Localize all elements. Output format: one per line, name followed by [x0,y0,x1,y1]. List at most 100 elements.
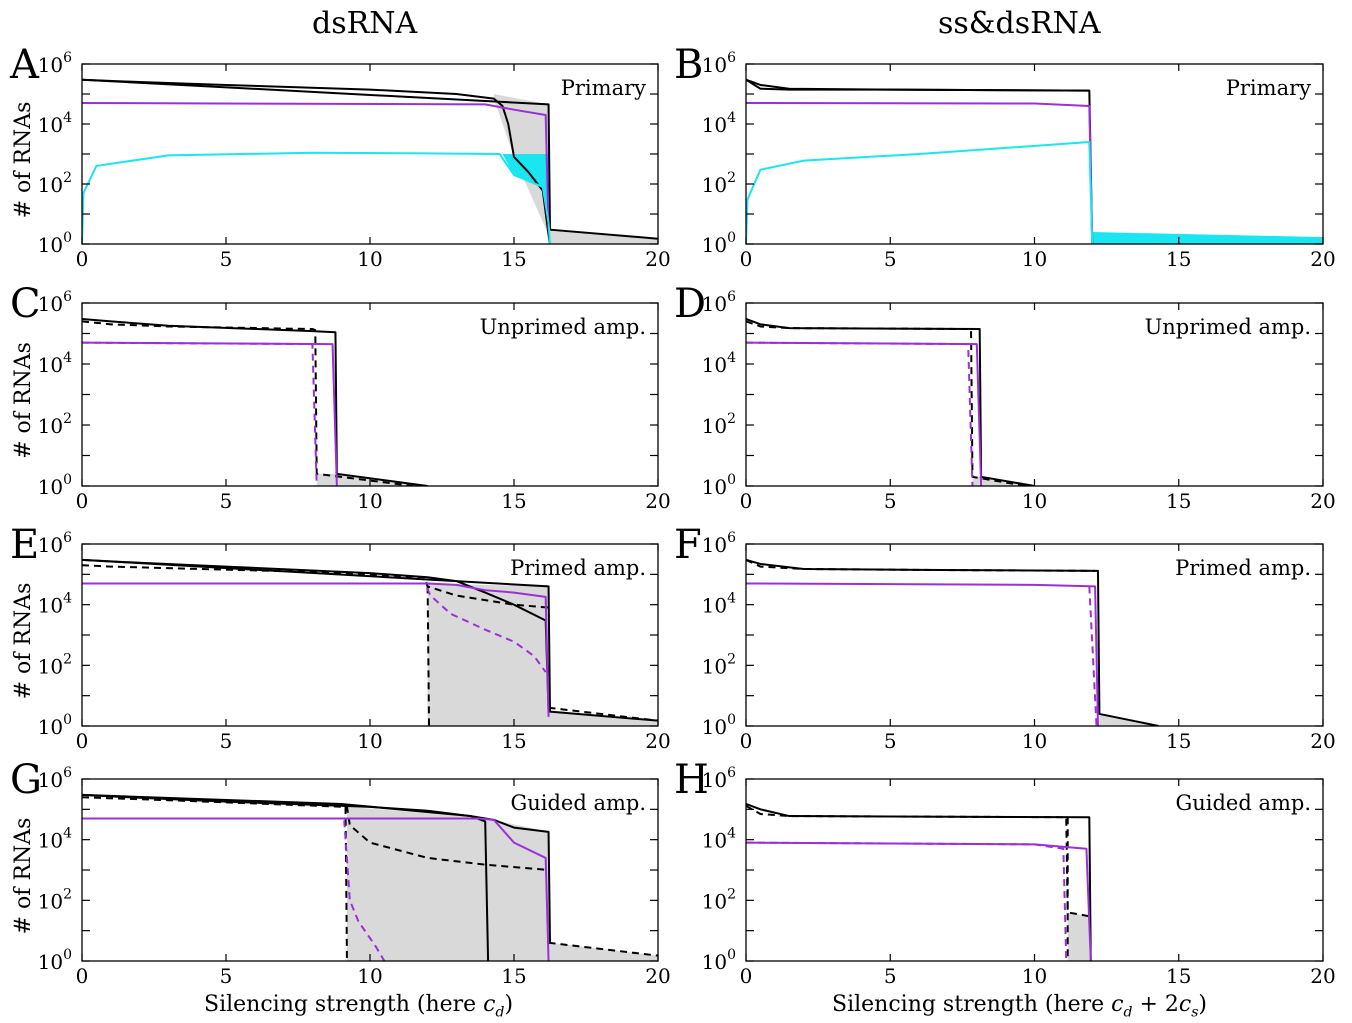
ytick-label-c: 106 [38,289,72,316]
panel-label-g: Guided amp. [510,791,646,815]
x-axis-label-right-close: ) [1198,992,1207,1017]
series-line-c-2 [82,341,338,486]
series-line-a-3 [82,151,551,244]
y-axis-label-g: # of RNAs [11,818,36,935]
ytick-label-g: 100 [38,947,72,974]
y-axis-label-e: # of RNAs [11,583,36,700]
xtick-label-c: 15 [501,489,526,513]
ytick-exponent-c: 4 [63,350,72,366]
series-line-h-0 [746,803,1092,961]
series-line-e-4 [548,706,658,722]
ytick-exponent-h: 0 [727,947,736,963]
column-title-dsrna: dsRNA [312,6,418,41]
column-title-ssdsrna: ss&dsRNA [938,6,1101,41]
ytick-exponent-e: 4 [63,591,72,607]
ytick-exponent-g: 6 [63,765,72,781]
ytick-label-e: 100 [38,712,72,739]
panel-label-c: Unprimed amp. [480,315,646,339]
ytick-exponent-b: 6 [727,50,736,66]
x-axis-label-left-text: Silencing strength (here [204,992,484,1017]
xtick-label-f: 15 [1166,729,1191,753]
ytick-label-d: 104 [702,350,736,377]
ytick-exponent-a: 0 [63,230,72,246]
xtick-label-e: 20 [645,729,670,753]
xtick-label-f: 10 [1022,729,1047,753]
series-line-h-3 [746,841,1092,961]
fill-region-e-0 [427,583,658,726]
series-line-a-2 [82,102,550,230]
panel-letter-f: F [674,522,702,568]
ytick-exponent-d: 4 [727,350,736,366]
plot-area-c [82,317,428,486]
series-line-d-2 [746,341,983,486]
ytick-label-f: 106 [702,530,736,557]
series-line-g-5 [82,817,550,961]
ytick-label-a: 106 [38,50,72,77]
ytick-exponent-c: 6 [63,289,72,305]
ytick-label-h: 104 [702,826,736,853]
plot-area-h [746,803,1092,961]
ytick-label-b: 102 [702,170,736,197]
ytick-exponent-h: 4 [727,826,736,842]
ytick-label-d: 102 [702,411,736,438]
x-axis-label-left: Silencing strength (here cd) [204,992,514,1021]
series-line-g-3 [344,806,348,961]
panel-label-h: Guided amp. [1175,791,1311,815]
plot-area-f [746,558,1159,726]
ytick-exponent-a: 4 [63,110,72,126]
ytick-label-e: 104 [38,591,72,618]
xtick-label-b: 0 [740,247,753,271]
y-axis-label-a: # of RNAs [11,102,36,219]
xtick-label-a: 10 [357,247,382,271]
x-axis-label-right-text: Silencing strength (here [832,992,1112,1017]
ytick-exponent-e: 6 [63,530,72,546]
ytick-exponent-e: 0 [63,712,72,728]
xtick-label-c: 10 [357,489,382,513]
x-axis-label-right: Silencing strength (here cd + 2cs) [832,992,1207,1021]
fill-region-a-1 [502,154,549,224]
panel-label-e: Primed amp. [510,556,646,580]
ytick-label-g: 106 [38,765,72,792]
series-line-f-1 [746,558,1096,572]
panel-letter-e: E [10,522,39,568]
ytick-label-a: 100 [38,230,72,257]
xtick-label-g: 5 [220,964,233,988]
series-line-c-1 [82,320,414,486]
xtick-label-d: 5 [884,489,897,513]
ytick-exponent-d: 0 [727,472,736,488]
xtick-label-d: 10 [1022,489,1047,513]
y-axis-label-c: # of RNAs [11,342,36,459]
xtick-label-e: 10 [357,729,382,753]
xtick-label-a: 15 [501,247,526,271]
panel-letter-b: B [674,42,703,88]
plot-area-g [82,793,658,961]
ytick-label-h: 102 [702,886,736,913]
xtick-label-a: 20 [645,247,670,271]
xtick-label-g: 20 [645,964,670,988]
xtick-label-f: 20 [1310,729,1335,753]
xtick-label-b: 15 [1166,247,1191,271]
xtick-label-f: 5 [884,729,897,753]
xtick-label-h: 15 [1166,964,1191,988]
ytick-label-g: 104 [38,826,72,853]
xtick-label-d: 15 [1166,489,1191,513]
panel-letter-a: A [9,42,40,88]
ytick-exponent-c: 2 [63,411,72,427]
series-line-g-6 [82,817,386,961]
panel-label-d: Unprimed amp. [1145,315,1311,339]
xtick-label-e: 5 [220,729,233,753]
ytick-label-a: 102 [38,170,72,197]
xtick-label-b: 5 [884,247,897,271]
series-line-e-1 [82,558,551,712]
ytick-exponent-b: 2 [727,170,736,186]
ytick-exponent-h: 6 [727,765,736,781]
series-line-e-2 [82,564,549,609]
ytick-exponent-g: 0 [63,947,72,963]
series-line-g-4 [548,941,658,957]
